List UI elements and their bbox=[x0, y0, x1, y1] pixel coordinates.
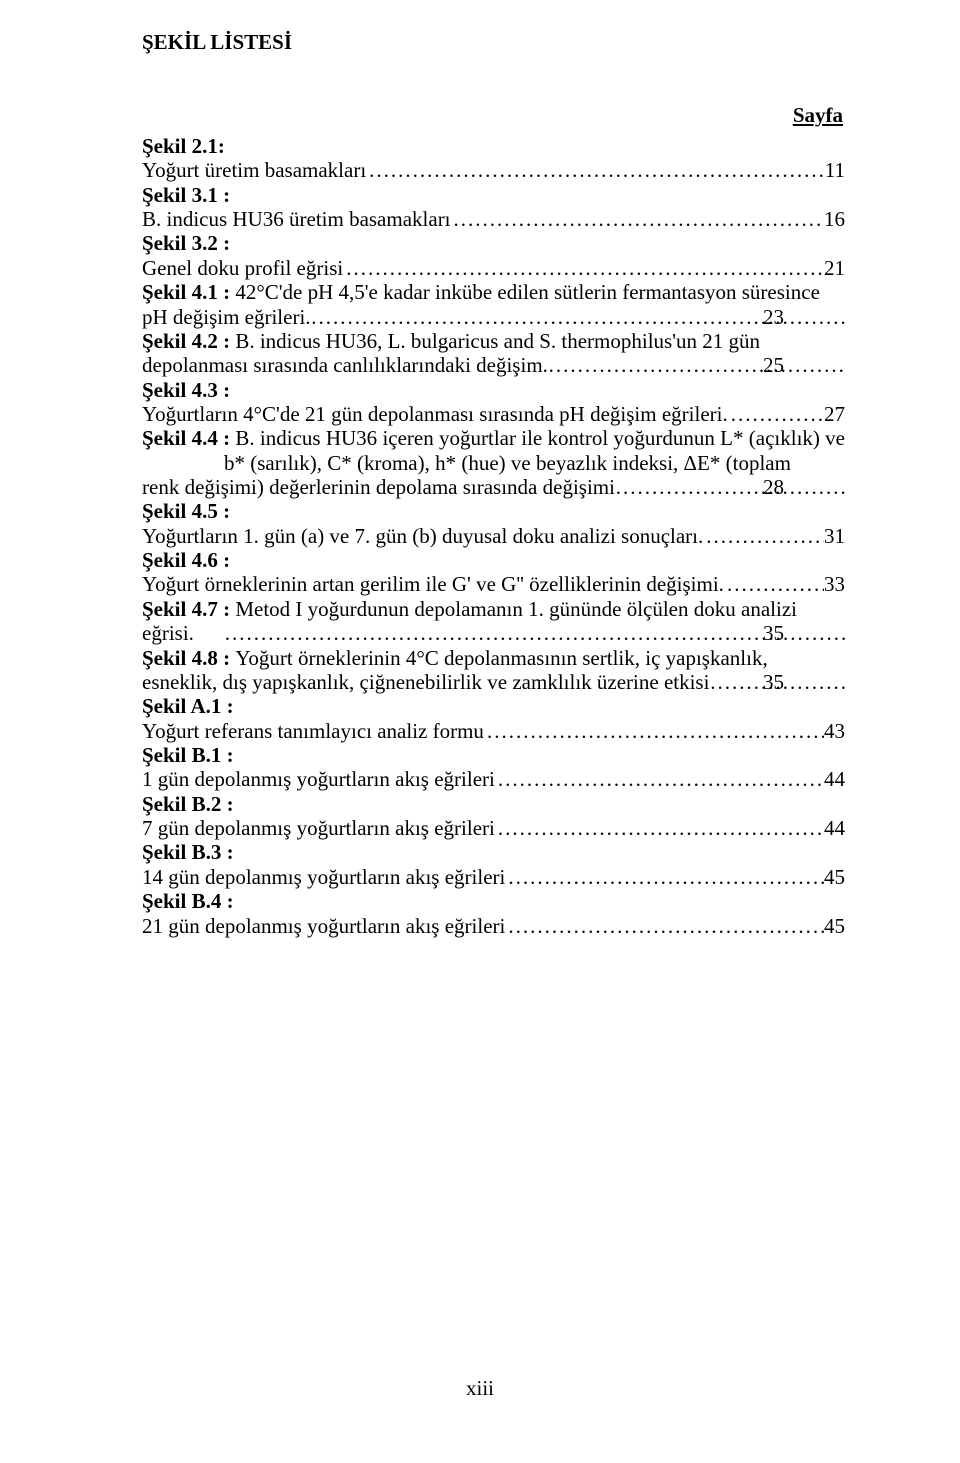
entry-page: 27 bbox=[824, 402, 845, 426]
entry-page: 31 bbox=[824, 524, 845, 548]
figure-entry: Şekil 4.6 : Yoğurt örneklerinin artan ge… bbox=[142, 548, 845, 597]
dot-leader: ........................................… bbox=[548, 353, 845, 377]
entry-last-text: Yoğurtların 1. gün (a) ve 7. gün (b) duy… bbox=[142, 524, 703, 548]
figure-entry: Şekil 4.3 : Yoğurtların 4°C'de 21 gün de… bbox=[142, 378, 845, 427]
entry-page: 45 bbox=[824, 865, 845, 889]
figure-entry: Şekil B.1 : 1 gün depolanmış yoğurtların… bbox=[142, 743, 845, 792]
figure-entry: Şekil B.3 : 14 gün depolanmış yoğurtları… bbox=[142, 840, 845, 889]
figure-entry: Şekil 4.7 : Metod I yoğurdunun depolaman… bbox=[142, 597, 845, 646]
entry-page: 16 bbox=[824, 207, 845, 231]
figure-entry: Şekil B.2 : 7 gün depolanmış yoğurtların… bbox=[142, 792, 845, 841]
entry-page: 44 bbox=[824, 816, 845, 840]
figure-entry: Şekil 3.2 : Genel doku profil eğrisi....… bbox=[142, 231, 845, 280]
entry-label: Şekil B.4 : bbox=[142, 889, 234, 913]
entry-text: 42°C'de pH 4,5'e kadar inkübe edilen süt… bbox=[235, 280, 820, 304]
figure-entry: Şekil 3.1 : B. indicus HU36 üretim basam… bbox=[142, 183, 845, 232]
entry-last-text: 14 gün depolanmış yoğurtların akış eğril… bbox=[142, 865, 505, 889]
dot-leader: ........................................… bbox=[495, 816, 824, 840]
dot-leader: ........................................… bbox=[505, 865, 824, 889]
entry-last-text: B. indicus HU36 üretim basamakları bbox=[142, 207, 451, 231]
entry-page: 45 bbox=[824, 914, 845, 938]
figure-entry: Şekil B.4 : 21 gün depolanmış yoğurtları… bbox=[142, 889, 845, 938]
entry-label: Şekil 4.7 : bbox=[142, 597, 235, 621]
list-heading: ŞEKİL LİSTESİ bbox=[142, 30, 845, 55]
dot-leader: ........................................… bbox=[728, 402, 824, 426]
entry-label: Şekil 3.2 : bbox=[142, 231, 230, 255]
dot-leader: ........................................… bbox=[703, 524, 824, 548]
figure-entry: Şekil 2.1: Yoğurt üretim basamakları....… bbox=[142, 134, 845, 183]
page-number-footer: xiii bbox=[0, 1376, 960, 1401]
entry-page: 21 bbox=[824, 256, 845, 280]
figure-entry: Şekil 4.1 : 42°C'de pH 4,5'e kadar inküb… bbox=[142, 280, 845, 329]
entry-last-text: Yoğurt referans tanımlayıcı analiz formu bbox=[142, 719, 484, 743]
dot-leader: ........................................… bbox=[366, 158, 825, 182]
figure-entry: Şekil 4.8 : Yoğurt örneklerinin 4°C depo… bbox=[142, 646, 845, 695]
page-column-label: Sayfa bbox=[142, 103, 845, 128]
entry-page: 11 bbox=[825, 158, 845, 182]
entry-last-text: pH değişim eğrileri. bbox=[224, 305, 311, 329]
entry-last-text: 7 gün depolanmış yoğurtların akış eğrile… bbox=[142, 816, 495, 840]
dot-leader: ........................................… bbox=[484, 719, 824, 743]
figure-entry: Şekil A.1 : Yoğurt referans tanımlayıcı … bbox=[142, 694, 845, 743]
figure-entry: Şekil 4.2 : B. indicus HU36, L. bulgaric… bbox=[142, 329, 845, 378]
entry-label: Şekil 4.6 : bbox=[142, 548, 230, 572]
entry-last-text: Yoğurt örneklerinin artan gerilim ile G'… bbox=[142, 572, 724, 596]
entry-text: Metod I yoğurdunun depolamanın 1. gününd… bbox=[235, 597, 797, 621]
entry-page: 44 bbox=[824, 767, 845, 791]
entry-text: B. indicus HU36 içeren yoğurtlar ile kon… bbox=[224, 426, 845, 474]
entry-last-text: Yoğurtların 4°C'de 21 gün depolanması sı… bbox=[142, 402, 728, 426]
entry-last-text: depolanması sırasında canlılıklarındaki … bbox=[224, 353, 548, 377]
entry-last-text: renk değişimi) değerlerinin depolama sır… bbox=[224, 475, 615, 499]
entry-label: Şekil B.3 : bbox=[142, 840, 234, 864]
entry-label: Şekil 4.4 : bbox=[142, 426, 235, 450]
dot-leader: ........................................… bbox=[495, 767, 824, 791]
entry-page: 33 bbox=[824, 572, 845, 596]
entry-last-text: esneklik, dış yapışkanlık, çiğnenebilirl… bbox=[224, 670, 709, 694]
figure-entry: Şekil 4.4 : B. indicus HU36 içeren yoğur… bbox=[142, 426, 845, 499]
dot-leader: ........................................… bbox=[343, 256, 824, 280]
entry-page: 43 bbox=[824, 719, 845, 743]
dot-leader: ........................................… bbox=[505, 914, 824, 938]
entry-label: Şekil B.1 : bbox=[142, 743, 234, 767]
entry-last-text: 21 gün depolanmış yoğurtların akış eğril… bbox=[142, 914, 505, 938]
entry-text: Yoğurt örneklerinin 4°C depolanmasının s… bbox=[235, 646, 767, 670]
dot-leader: ........................................… bbox=[224, 621, 845, 645]
entry-label: Şekil 4.1 : bbox=[142, 280, 235, 304]
dot-leader: ........................................… bbox=[615, 475, 845, 499]
entry-label: Şekil 3.1 : bbox=[142, 183, 230, 207]
dot-leader: ........................................… bbox=[724, 572, 824, 596]
entry-label: Şekil 4.8 : bbox=[142, 646, 235, 670]
entry-label: Şekil 4.5 : bbox=[142, 499, 230, 523]
entry-label: Şekil A.1 : bbox=[142, 694, 234, 718]
figure-entry: Şekil 4.5 : Yoğurtların 1. gün (a) ve 7.… bbox=[142, 499, 845, 548]
entry-label: Şekil B.2 : bbox=[142, 792, 234, 816]
dot-leader: ........................................… bbox=[451, 207, 824, 231]
entry-label: Şekil 4.3 : bbox=[142, 378, 230, 402]
entry-label: Şekil 2.1: bbox=[142, 134, 225, 158]
entry-text: B. indicus HU36, L. bulgaricus and S. th… bbox=[235, 329, 760, 353]
entry-last-text: Genel doku profil eğrisi bbox=[142, 256, 343, 280]
figure-list: Şekil 2.1: Yoğurt üretim basamakları....… bbox=[142, 134, 845, 938]
entry-last-text: Yoğurt üretim basamakları bbox=[142, 158, 366, 182]
entry-last-text: 1 gün depolanmış yoğurtların akış eğrile… bbox=[142, 767, 495, 791]
entry-label: Şekil 4.2 : bbox=[142, 329, 235, 353]
